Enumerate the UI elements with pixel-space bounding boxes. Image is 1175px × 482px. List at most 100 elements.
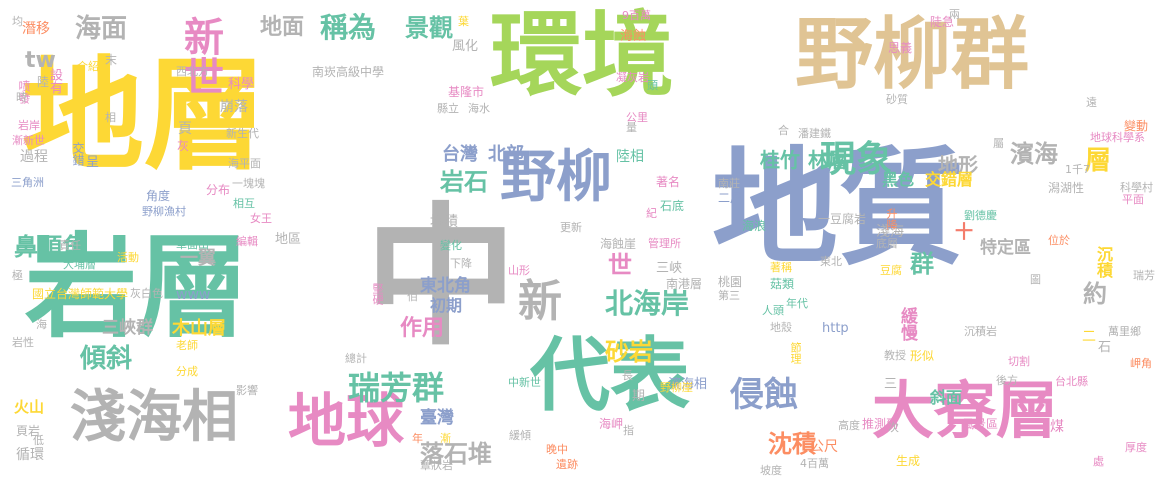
word-27: 沈積 — [768, 430, 816, 458]
word-108: 遺跡 — [556, 458, 578, 471]
word-1: 地層 — [22, 45, 266, 187]
word-60: 風景區 — [962, 417, 999, 431]
word-128: 豆腐 — [880, 264, 902, 277]
word-85: 台北縣 — [1055, 375, 1088, 388]
word-82: 潘建鐵 — [798, 127, 831, 140]
word-147: 責任 — [59, 239, 81, 252]
word-114: 厚度 — [1125, 441, 1147, 454]
word-159: 公里 — [626, 111, 648, 124]
word-137: 分成 — [176, 365, 198, 378]
word-149: 灰 — [177, 139, 190, 153]
word-129: 管理所 — [648, 237, 681, 250]
word-72: 分布 — [206, 183, 231, 197]
word-18: 稱為 — [320, 11, 377, 44]
word-65: 循環 — [16, 447, 44, 463]
word-97: 南港層 — [666, 277, 703, 291]
word-14: 現象 — [820, 139, 893, 180]
word-71: 角度 — [146, 189, 171, 203]
word-120: 平面 — [1122, 193, 1144, 206]
word-175: 漸 — [440, 432, 451, 445]
word-146: 相互 — [233, 197, 255, 210]
word-81: 變動 — [1124, 119, 1149, 133]
word-7: 代表 — [530, 329, 690, 422]
word-183: 二 — [1082, 329, 1096, 345]
word-41: 木山層 — [172, 318, 226, 339]
word-168: 呈 — [86, 155, 100, 170]
word-116: 教授 — [884, 349, 906, 362]
word-102: 東北 — [820, 255, 842, 268]
word-191: 晚中 — [546, 443, 568, 456]
word-44: 黑色 — [882, 170, 915, 189]
word-3: 野柳群 — [795, 10, 1030, 100]
word-62: 淺海 — [876, 224, 904, 240]
word-13: 侵蝕 — [730, 375, 798, 415]
word-141: 大埔層 — [63, 258, 96, 271]
word-57: 堆積 — [430, 214, 458, 230]
word-15: 新世 — [177, 16, 223, 96]
word-37: 約 — [1083, 280, 1107, 308]
word-113: 生成 — [896, 454, 921, 468]
word-148: 頁 — [178, 121, 192, 137]
word-86: 沉積岩 — [964, 325, 997, 338]
word-121: 瑞芳 — [1133, 269, 1155, 282]
word-157: 頭 — [647, 79, 658, 92]
word-142: 灰白色 — [130, 287, 163, 300]
word-100: 菇類 — [770, 277, 795, 291]
word-9: 淺海相 — [70, 385, 238, 450]
word-94: 著名 — [656, 175, 681, 189]
word-119: 岬角 — [1130, 357, 1152, 370]
word-127: 底層 — [876, 237, 898, 250]
word-63: 地區 — [275, 232, 302, 247]
word-110: 海岬 — [599, 417, 624, 431]
word-51: 初期 — [430, 296, 463, 315]
word-12: 新 — [518, 276, 562, 327]
word-104: 地殼 — [770, 321, 792, 334]
word-99: 第三 — [718, 289, 740, 302]
word-144: 編輯 — [236, 235, 258, 248]
word-173: 長 — [622, 369, 633, 382]
word-184: 石 — [1098, 340, 1112, 355]
word-171: 相 — [105, 111, 116, 124]
word-156: 一塊塊 — [232, 177, 265, 190]
word-155: 西北方 — [176, 65, 209, 78]
word-20: 濱海 — [1010, 140, 1058, 168]
word-49: 臺灣 — [420, 408, 454, 428]
word-28: 落石堆 — [420, 440, 492, 468]
word-30: 台灣 — [442, 144, 478, 165]
word-133: 山形 — [508, 264, 530, 277]
word-101: 年代 — [786, 297, 808, 310]
word-83: 劉德慶 — [964, 209, 997, 222]
word-38: 作用 — [400, 316, 445, 341]
word-4: 地質 — [712, 135, 964, 282]
word-150: 三角洲 — [11, 176, 44, 189]
word-53: 國立台灣師範大學 — [32, 287, 129, 301]
word-162: 低 — [33, 434, 44, 447]
word-10: 地球 — [288, 387, 405, 455]
word-189: 砂質 — [886, 93, 908, 106]
word-2: 環境 — [490, 2, 675, 109]
word-26: 砂岩 — [605, 338, 653, 366]
word-158: 凝灰岩 — [616, 71, 649, 84]
word-29: 岩石 — [440, 168, 488, 196]
word-151: 岩岸 — [18, 119, 40, 132]
word-87: 陸相 — [616, 149, 644, 165]
word-197: 蕈狀岩 — [420, 459, 453, 472]
word-122: 思義 — [888, 41, 913, 55]
word-181: 屬 — [993, 137, 1004, 150]
word-32: 桂竹 — [760, 148, 800, 172]
word-140: 活動 — [117, 251, 139, 264]
word-80: www — [176, 287, 211, 303]
word-11: 野柳 — [500, 145, 612, 210]
word-182: 十 — [955, 222, 973, 243]
word-46: 沉積 — [1094, 246, 1113, 278]
word-167: 時 — [16, 91, 27, 104]
word-135: 堅硬 — [371, 283, 384, 305]
word-33: 林層 — [808, 148, 848, 172]
word-89: 風化 — [452, 39, 479, 54]
word-90: 9百萬 — [622, 9, 651, 22]
word-123: 陡急 — [930, 15, 955, 29]
word-192: 後方 — [996, 374, 1018, 387]
word-132: 更新 — [560, 221, 582, 234]
word-115: 煤 — [1050, 419, 1064, 435]
word-194: 圖 — [1030, 273, 1041, 286]
